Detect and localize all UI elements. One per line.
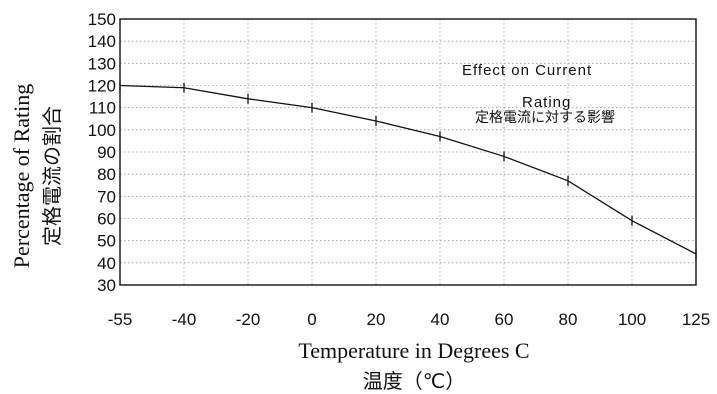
x-tick-label: 80 [559,310,578,329]
y-tick-label: 70 [97,187,116,206]
x-tick-label: 20 [367,310,386,329]
y-tick-label: 140 [88,32,116,51]
y-axis-title: Percentage of Rating [9,84,34,269]
y-tick-label: 110 [89,99,116,118]
x-tick-label: 100 [618,310,646,329]
y-tick-label: 60 [97,210,116,229]
x-tick-label: -40 [172,310,197,329]
x-tick-label: -55 [108,310,133,329]
y-tick-label: 150 [88,10,116,29]
x-tick-label: 0 [307,310,316,329]
y-tick-label: 40 [97,254,116,273]
x-tick-label: 60 [495,310,514,329]
y-tick-label: 80 [97,165,116,184]
y-tick-label: 90 [97,143,116,162]
x-tick-label: -20 [236,310,261,329]
series-line [119,84,697,255]
y-tick-label: 100 [88,121,116,140]
chart-annotation-jp: 定格電流に対する影響 [475,109,615,126]
x-axis-title: Temperature in Degrees C [298,338,529,363]
y-tick-label: 30 [97,276,116,295]
x-tick-label: 40 [431,310,450,329]
y-axis-title-jp: 定格電流の割合 [40,106,64,246]
plot-frame [119,18,697,286]
grid [119,18,697,286]
chart-annotation: Effect on Current Rating [462,62,592,111]
y-tick-label: 130 [88,54,116,73]
y-tick-label: 50 [97,232,116,251]
y-tick-label: 120 [88,77,116,96]
series-layer [119,80,697,259]
y-tick-labels: 30 40 50 60 70 80 90 100 110 120 130 140 150 [88,10,116,295]
x-axis-title-jp: 温度（℃） [363,369,465,393]
x-tick-label: 125 [682,310,710,329]
x-tick-labels: -55 -40 -20 0 20 40 60 80 100 125 [108,310,710,329]
